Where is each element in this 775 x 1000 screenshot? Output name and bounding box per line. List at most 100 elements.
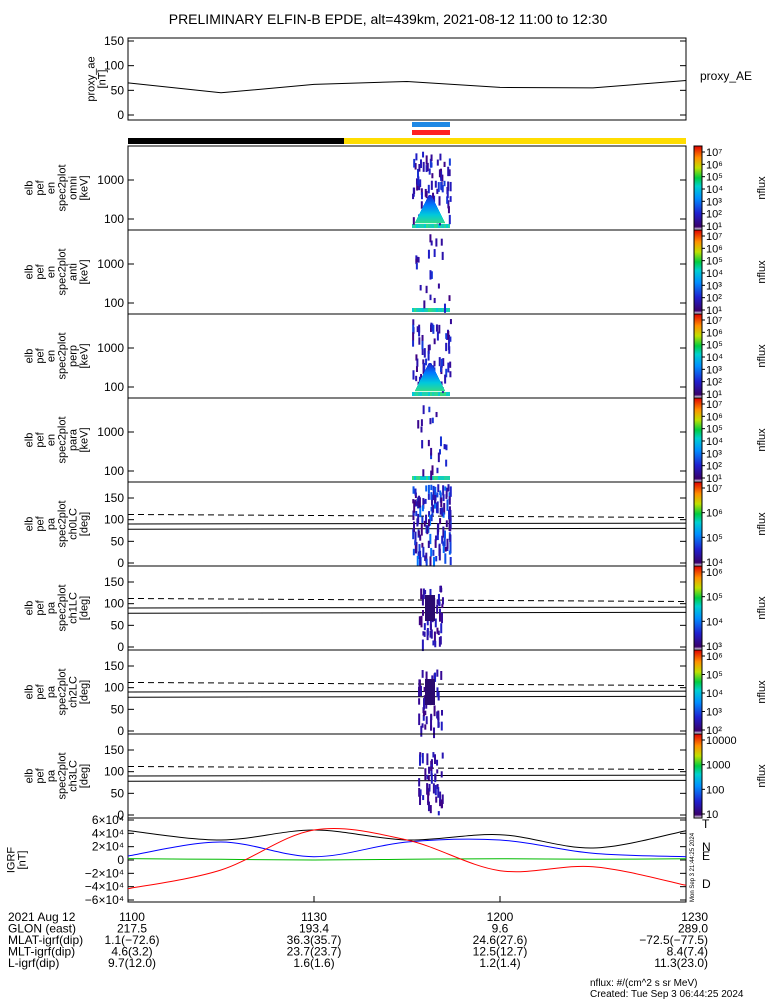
pa-cell <box>441 794 444 804</box>
spec-cell <box>422 224 424 228</box>
spec3-ylabel-1: pef <box>35 431 47 447</box>
x-row-4-value-1: 1.6(1.6) <box>293 956 334 970</box>
spec-cell <box>415 153 418 161</box>
spec-cell <box>414 476 416 480</box>
colorbar-0-tick-2: 10⁵ <box>706 172 723 184</box>
pa-cell <box>436 711 439 719</box>
spec-cell <box>422 469 425 477</box>
pa-cell <box>434 486 437 496</box>
spec-cell <box>440 358 443 368</box>
spec-cell <box>412 340 415 347</box>
spec-cell <box>438 169 441 178</box>
pa-cell <box>425 716 428 725</box>
spec-data-1 <box>412 234 451 313</box>
spec-cell <box>422 375 438 377</box>
spec-cell <box>432 308 434 312</box>
colorbar-1-tick-0: 10⁷ <box>706 231 722 243</box>
spec-cell <box>416 224 418 228</box>
spec-cell <box>426 224 428 228</box>
pa-cell <box>415 511 418 517</box>
x-row-label-4: L-igrf(dip) <box>8 956 59 970</box>
spec-cell <box>445 333 448 339</box>
spec2-y-label-0: 1000 <box>97 341 124 355</box>
pa3-ylabel-5: [deg] <box>79 764 91 788</box>
spec-frame-0 <box>127 145 687 231</box>
spec-cell <box>448 158 451 166</box>
pa-cell <box>432 490 435 501</box>
spec-cell <box>430 154 433 162</box>
pa-cell <box>440 771 443 778</box>
spec-cell <box>446 188 449 199</box>
pa-cell <box>443 530 446 539</box>
spec3-ylabel-5: [keV] <box>79 427 91 452</box>
colorbar-1-tick-2: 10⁵ <box>706 256 723 268</box>
spec-cell <box>415 258 418 265</box>
pa-cell <box>429 515 432 526</box>
pa-cell <box>442 541 445 546</box>
spec-cell <box>420 373 423 380</box>
b-ylabel-1: [nT] <box>17 851 29 870</box>
pa0-ylabel-3: spec2plot <box>57 500 69 547</box>
pa-cell <box>430 766 433 771</box>
spec-cell <box>416 476 418 480</box>
pa2-ylabel-0: elb <box>24 685 36 700</box>
spec-cell <box>420 380 440 382</box>
pa-cell <box>425 679 435 705</box>
pa-cell <box>417 530 420 536</box>
spec-cell <box>447 200 450 209</box>
colorbar-4 <box>693 481 703 567</box>
pa-cell <box>422 710 425 717</box>
spec-cell <box>418 215 442 217</box>
x-row-1-value-3: 289.0 <box>678 922 708 936</box>
spec-cell <box>430 308 432 312</box>
pa-cell <box>439 490 442 495</box>
x-row-0-value-1: 1130 <box>301 910 327 924</box>
spec-cell <box>414 163 417 170</box>
pa-cell <box>423 631 426 637</box>
spec-frame-2 <box>127 313 687 399</box>
spec-cell <box>444 224 446 228</box>
colorbar-1-tick-4: 10³ <box>706 280 722 292</box>
spec-cell <box>413 187 416 194</box>
pa1-ylabel-4: ch1LC <box>68 592 80 624</box>
spec-cell <box>439 436 442 447</box>
spec-cell <box>426 367 434 369</box>
pa-cell <box>431 494 434 506</box>
pa-cell <box>442 541 445 554</box>
spec-cell <box>417 168 420 178</box>
spec-cell <box>428 196 432 198</box>
pa-cell <box>424 498 427 504</box>
b-line-D <box>127 827 687 890</box>
spec-cell <box>436 476 438 480</box>
pa-cell <box>432 752 435 758</box>
pa-cell <box>425 485 428 492</box>
spec-cell <box>436 467 439 474</box>
spec-cell <box>414 308 416 312</box>
pa-data-1 <box>418 585 444 652</box>
pa-cell <box>432 485 435 492</box>
pa-cell <box>414 488 417 496</box>
pa-cell <box>423 695 426 700</box>
pa-cell <box>434 494 437 502</box>
ae-series-label: proxy_AE <box>700 69 752 83</box>
spec-cell <box>423 374 437 376</box>
spec-cell <box>434 308 436 312</box>
spec-cell <box>431 173 434 179</box>
b-line-E <box>127 858 687 861</box>
spec-cell <box>415 222 445 224</box>
spec-cell <box>420 201 423 209</box>
spec-cell <box>443 161 446 167</box>
spec-cell <box>446 196 449 204</box>
b-frame <box>127 817 687 903</box>
colorbar-4-tick-1: 10⁶ <box>706 508 723 520</box>
spec1-ylabel-0: elb <box>24 265 36 280</box>
spec-cell <box>429 158 432 168</box>
pa-cell <box>428 783 431 790</box>
spec-cell <box>425 369 435 371</box>
spec-cell <box>448 476 450 480</box>
spec-cell <box>427 249 430 259</box>
pa-cell <box>426 753 429 766</box>
pa-cell <box>437 787 440 798</box>
colorbar-5 <box>693 565 703 651</box>
pa-cell <box>421 639 424 652</box>
